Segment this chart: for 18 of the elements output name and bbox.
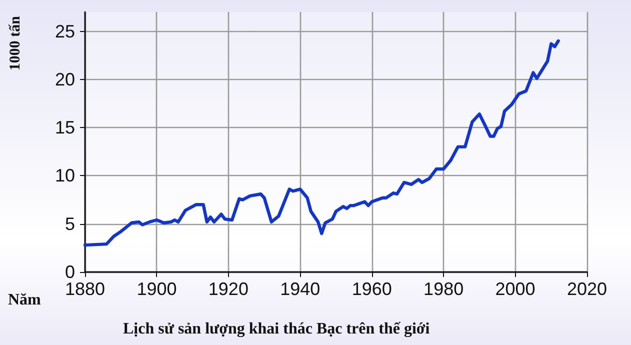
y-tick-label: 20 — [54, 69, 75, 90]
y-tick-label: 0 — [64, 262, 75, 282]
y-tick-label: 15 — [54, 118, 75, 138]
y-tick-label: 25 — [54, 21, 75, 42]
x-tick-label: 1980 — [424, 279, 464, 299]
x-tick-label: 1960 — [352, 279, 392, 299]
x-tick-label: 1900 — [136, 279, 177, 299]
y-tick-label: 5 — [64, 214, 75, 234]
y-axis-title: 1000 tấn — [8, 15, 24, 71]
x-tick-label: 2020 — [566, 279, 608, 299]
line-series — [83, 39, 560, 247]
x-axis-title: Năm — [8, 292, 42, 308]
x-tick-label: 1880 — [64, 279, 106, 299]
y-tick-label: 10 — [54, 166, 75, 186]
x-tick-label: 1940 — [280, 279, 320, 299]
x-tick-label: 1920 — [208, 279, 248, 299]
x-tick-label: 2000 — [495, 279, 536, 299]
text: Lịch sử sản lượng khai thác Bạc trên thế giới — [123, 320, 430, 338]
